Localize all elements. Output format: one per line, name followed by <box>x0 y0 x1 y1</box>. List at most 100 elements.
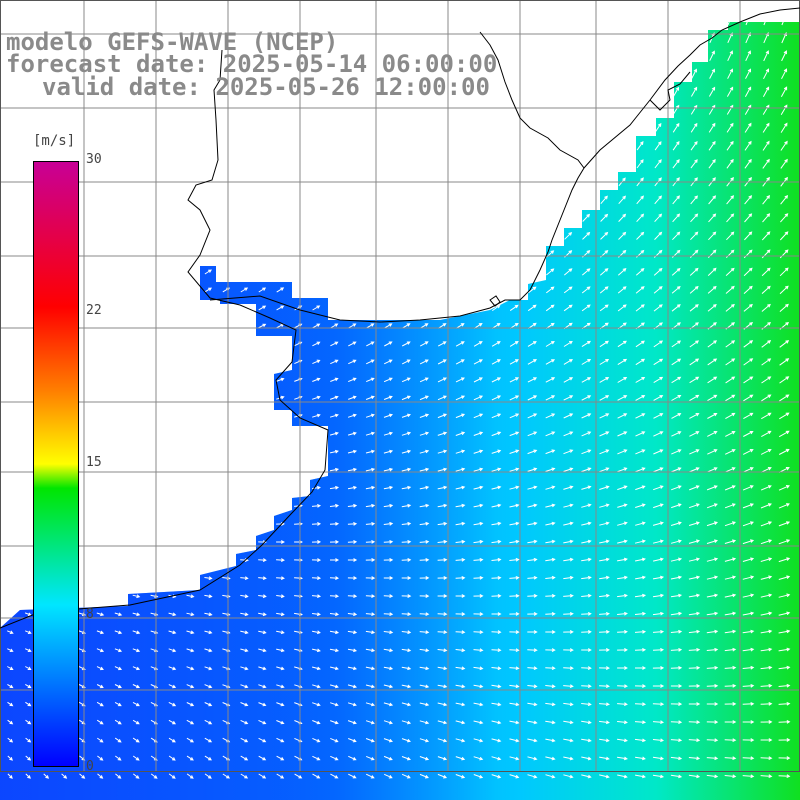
wind-arrow <box>509 594 520 598</box>
wind-arrow <box>582 141 590 151</box>
wind-arrow <box>617 503 628 508</box>
wind-arrow <box>114 377 123 382</box>
wind-arrow <box>311 431 321 436</box>
wind-arrow <box>491 395 502 401</box>
wind-arrow <box>240 341 249 347</box>
wind-arrow <box>745 68 751 79</box>
wind-arrow <box>96 323 104 328</box>
wind-arrow <box>7 288 14 292</box>
wind-arrow <box>761 376 772 384</box>
wind-arrow <box>419 377 429 383</box>
wind-arrow <box>96 648 105 653</box>
wind-arrow <box>330 287 339 293</box>
wind-arrow <box>276 558 285 562</box>
wind-arrow <box>330 377 339 382</box>
wind-arrow <box>7 683 14 689</box>
wind-arrow <box>563 720 574 725</box>
wind-arrow <box>617 539 628 544</box>
wind-arrow <box>707 413 718 419</box>
wind-arrow <box>760 774 773 779</box>
wind-arrow <box>455 557 466 562</box>
coastline-segment <box>489 295 501 307</box>
wind-arrow <box>706 665 719 670</box>
wind-arrow <box>242 22 247 24</box>
wind-arrow <box>672 231 681 241</box>
wind-arrow <box>7 306 14 310</box>
wind-arrow <box>689 485 700 491</box>
wind-arrow <box>455 431 466 436</box>
wind-arrow <box>186 377 195 382</box>
wind-arrow <box>132 323 141 328</box>
wind-arrow <box>581 340 592 348</box>
wind-arrow <box>132 468 141 472</box>
wind-arrow <box>96 341 105 346</box>
wind-arrow <box>222 558 231 562</box>
wind-arrow <box>545 720 556 725</box>
wind-arrow <box>331 160 338 168</box>
wind-arrow <box>403 22 409 25</box>
wind-arrow <box>347 684 358 689</box>
wind-arrow <box>186 702 195 707</box>
wind-arrow <box>401 413 411 418</box>
wind-arrow <box>760 756 773 760</box>
wind-arrow <box>276 540 285 544</box>
wind-arrow <box>778 683 791 688</box>
wind-arrow <box>365 576 376 580</box>
wind-arrow <box>727 68 733 79</box>
wind-arrow <box>527 467 538 472</box>
wind-arrow <box>186 576 195 581</box>
wind-arrow <box>402 287 411 293</box>
wind-arrow <box>600 231 609 240</box>
wind-arrow <box>492 268 501 276</box>
wind-arrow <box>204 540 213 544</box>
wind-arrow <box>258 504 267 508</box>
wind-arrow <box>383 449 394 454</box>
wind-arrow <box>581 611 592 616</box>
wind-arrow <box>474 268 483 276</box>
wind-arrow <box>599 377 610 383</box>
wind-arrow <box>762 213 771 223</box>
wind-arrow <box>96 576 105 580</box>
wind-arrow <box>563 395 574 401</box>
wind-arrow <box>509 738 520 743</box>
wind-arrow <box>168 287 177 293</box>
wind-arrow <box>7 468 15 472</box>
wind-arrow <box>473 594 484 598</box>
wind-arrow <box>455 341 465 347</box>
wind-arrow <box>240 395 249 400</box>
wind-arrow <box>97 773 104 779</box>
wind-arrow <box>311 449 321 454</box>
wind-arrow <box>563 557 574 562</box>
wind-arrow <box>204 269 213 275</box>
wind-arrow <box>511 87 517 97</box>
wind-arrow <box>724 539 737 544</box>
wind-arrow <box>491 377 502 383</box>
wind-arrow <box>473 612 484 616</box>
wind-arrow <box>25 88 31 95</box>
wind-arrow <box>401 539 412 544</box>
wind-arrow <box>509 756 520 761</box>
wind-arrow <box>474 123 482 132</box>
wind-arrow <box>296 22 301 24</box>
wind-arrow <box>437 720 448 725</box>
wind-arrow <box>455 521 466 526</box>
wind-arrow <box>762 158 770 169</box>
wind-arrow <box>760 449 772 455</box>
wind-arrow <box>583 68 589 79</box>
wind-arrow <box>600 213 609 222</box>
coastline-segment <box>209 31 585 323</box>
wind-arrow <box>509 359 519 365</box>
wind-arrow <box>258 558 267 562</box>
coastline <box>0 7 800 629</box>
wind-arrow <box>276 630 285 635</box>
wind-arrow <box>276 504 285 508</box>
wind-arrow <box>527 539 538 544</box>
wind-arrow <box>222 449 231 454</box>
wind-arrow <box>115 773 122 779</box>
wind-arrow <box>527 449 538 455</box>
wind-arrow <box>707 358 718 366</box>
wind-arrow <box>204 251 212 257</box>
coastline-segment <box>583 7 800 169</box>
wind-arrow <box>132 594 141 599</box>
wind-arrow <box>564 105 572 115</box>
